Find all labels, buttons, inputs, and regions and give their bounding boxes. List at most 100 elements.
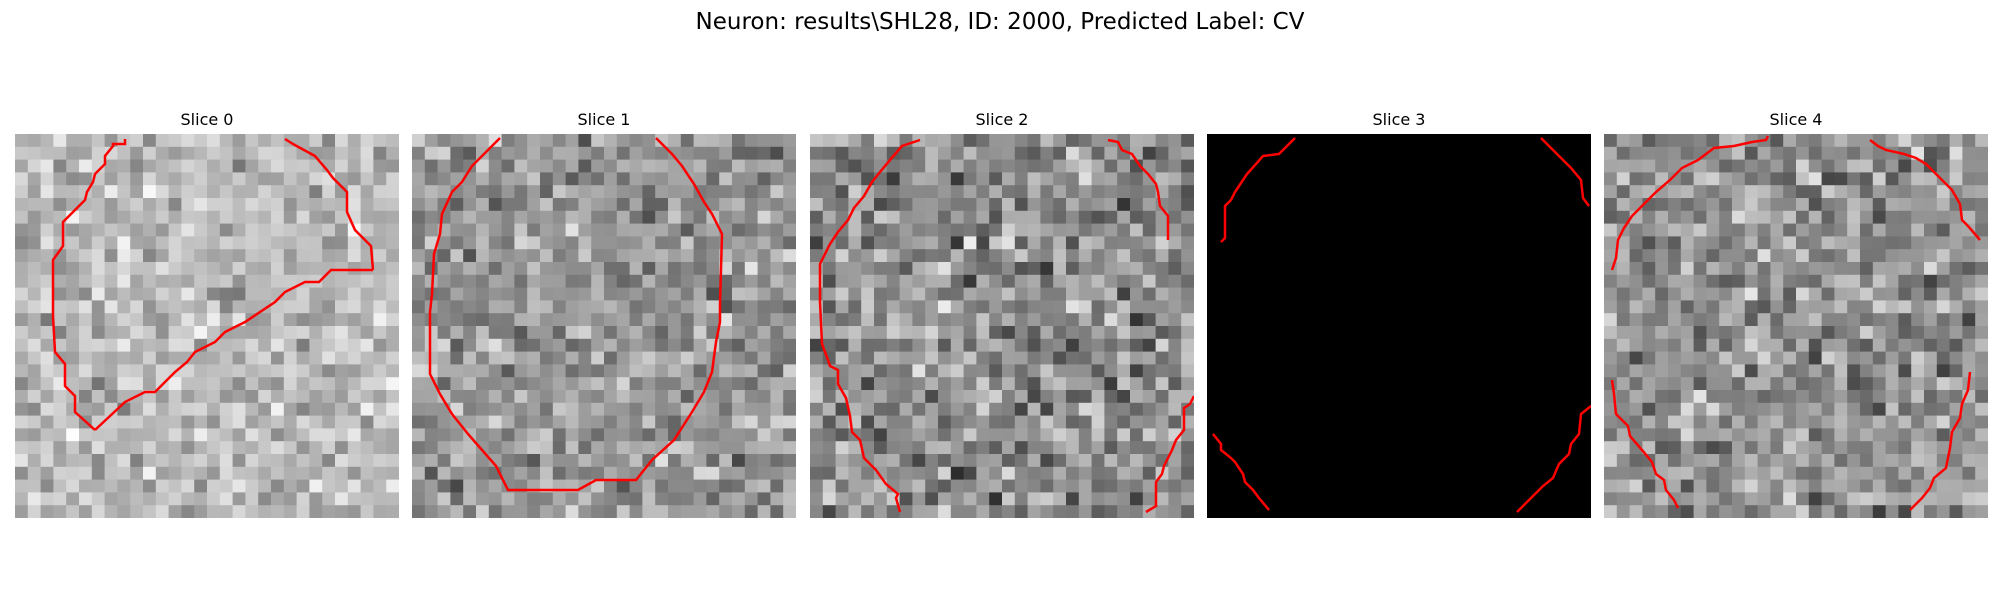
pixel [194, 223, 208, 237]
pixel [1629, 172, 1643, 186]
pixel [668, 441, 682, 455]
pixel [207, 428, 221, 442]
pixel [1373, 274, 1387, 289]
pixel [1860, 326, 1874, 340]
pixel [848, 274, 862, 289]
pixel [117, 466, 131, 481]
pixel [1053, 377, 1067, 391]
pixel [1002, 441, 1016, 455]
pixel [1117, 377, 1131, 391]
pixel [1924, 159, 1938, 173]
pixel [719, 326, 733, 340]
slice-4-contour [1610, 135, 1981, 511]
pixel [1796, 377, 1810, 391]
pixel [1168, 479, 1182, 493]
pixel [1898, 236, 1912, 250]
pixel [27, 146, 42, 161]
pixel [463, 185, 477, 199]
pixel [1450, 326, 1464, 340]
pixel [1872, 198, 1887, 212]
pixel [1014, 326, 1029, 340]
pixel [1565, 313, 1579, 327]
pixel [219, 210, 234, 225]
pixel [1757, 415, 1771, 429]
pixel [848, 338, 862, 353]
pixel [744, 185, 759, 199]
pixel [283, 300, 298, 314]
pixel [1783, 492, 1797, 506]
pixel [1834, 223, 1848, 237]
pixel [1642, 428, 1656, 442]
pixel [1463, 313, 1477, 327]
pixel [540, 249, 554, 263]
pixel [1271, 223, 1285, 237]
pixel [680, 313, 695, 327]
pixel [155, 454, 170, 468]
pixel [1539, 249, 1554, 263]
pixel [1347, 287, 1362, 301]
pixel [1488, 146, 1502, 161]
pixel [40, 198, 54, 212]
pixel [1207, 172, 1221, 186]
pixel [1347, 326, 1362, 340]
pixel [976, 326, 990, 340]
pixel [488, 287, 503, 301]
pixel [1911, 454, 1925, 468]
pixel [668, 338, 682, 353]
pixel [1616, 402, 1631, 417]
pixel [1757, 300, 1771, 314]
pixel [1565, 172, 1579, 186]
pixel [1091, 479, 1105, 493]
pixel [1668, 326, 1682, 340]
pixel [1527, 505, 1541, 518]
pixel [66, 300, 80, 314]
pixel [565, 287, 579, 301]
pixel [1501, 210, 1515, 225]
pixel [963, 313, 977, 327]
pixel [373, 236, 387, 250]
pixel [1732, 313, 1746, 327]
pixel [1719, 441, 1733, 455]
pixel [450, 454, 464, 468]
pixel [1450, 377, 1464, 391]
pixel [412, 146, 426, 161]
pixel [143, 185, 157, 199]
pixel [642, 364, 656, 378]
pixel [1002, 313, 1016, 327]
pixel [437, 428, 451, 442]
pixel [680, 172, 695, 186]
pixel [1258, 262, 1272, 276]
pixel [1450, 274, 1464, 289]
pixel [874, 300, 888, 314]
pixel [463, 377, 477, 391]
pixel [680, 262, 695, 276]
pixel [207, 249, 221, 263]
pixel [1104, 159, 1118, 173]
pixel [1757, 338, 1771, 353]
pixel [1078, 441, 1093, 455]
pixel [194, 505, 208, 518]
pixel [732, 236, 746, 250]
pixel [1668, 377, 1682, 391]
pixel [245, 351, 259, 365]
pixel [1604, 466, 1618, 481]
pixel [1155, 402, 1169, 417]
pixel [963, 428, 977, 442]
pixel [1860, 185, 1874, 199]
pixel [1821, 428, 1835, 442]
pixel [1885, 300, 1899, 314]
pixel [938, 262, 952, 276]
pixel [770, 198, 784, 212]
pixel [309, 364, 323, 378]
pixel [706, 492, 720, 506]
pixel [950, 300, 965, 314]
pixel [1040, 262, 1054, 276]
pixel [155, 338, 170, 353]
pixel [899, 210, 913, 225]
pixel [1066, 159, 1080, 173]
pixel [1616, 377, 1631, 391]
pixel [27, 479, 42, 493]
pixel [938, 466, 952, 481]
pixel [1604, 441, 1618, 455]
pixel [1539, 210, 1554, 225]
